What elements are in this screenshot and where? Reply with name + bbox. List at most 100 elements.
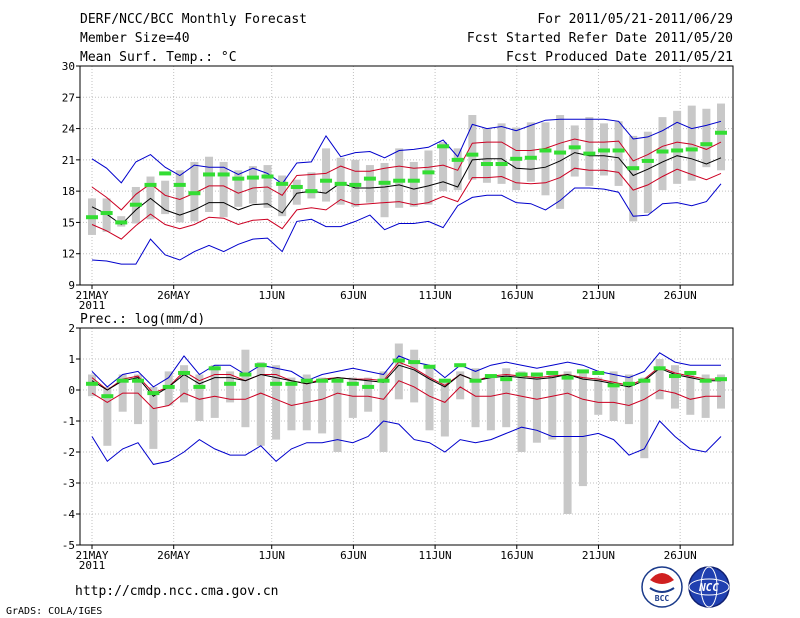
temp-observed-marker <box>159 171 172 176</box>
prec-plot-frame <box>79 327 734 546</box>
prec-observed-marker <box>454 363 467 368</box>
prec-observed-marker <box>178 370 191 375</box>
temp-spread-box <box>687 105 696 181</box>
prec-xtick-label: 21MAY <box>75 549 108 562</box>
prec-spread-box <box>486 374 495 431</box>
temp-spread-box <box>336 157 345 205</box>
temp-observed-marker <box>495 162 508 167</box>
temp-spread-box <box>380 162 389 218</box>
temp-observed-marker <box>480 162 493 167</box>
prec-observed-marker <box>576 369 589 374</box>
temp-observed-marker <box>685 147 698 152</box>
prec-spread-box <box>502 368 511 428</box>
temp-xtick-label: 26JUN <box>664 289 697 302</box>
temp-ytick-label: 9 <box>68 279 75 292</box>
prec-xtick-label: 21JUN <box>582 549 615 562</box>
temp-spread-box <box>248 166 257 204</box>
temp-spread-box <box>263 165 272 208</box>
prec-observed-marker <box>300 378 313 383</box>
prec-observed-marker <box>239 372 252 377</box>
temp-xtick-year: 2011 <box>79 299 106 312</box>
prec-ytick-label: 2 <box>68 322 75 335</box>
variable-label: Mean Surf. Temp.: °C <box>80 50 237 65</box>
prec-spread-box <box>333 380 342 452</box>
temp-observed-marker <box>700 142 713 147</box>
temp-observed-marker <box>568 145 581 150</box>
prec-observed-marker <box>193 384 206 389</box>
prec-spread-box <box>624 374 633 425</box>
temp-observed-marker <box>466 152 479 157</box>
temp-observed-marker <box>597 148 610 153</box>
prec-observed-marker <box>362 384 375 389</box>
prec-spread-box <box>456 371 465 400</box>
grads-credit: GrADS: COLA/IGES <box>6 606 102 617</box>
temp-observed-marker <box>656 149 669 154</box>
prec-upper-spread-line <box>91 361 721 394</box>
prec-observed-marker <box>668 374 681 379</box>
source-url[interactable]: http://cmdp.ncc.cma.gov.cn <box>75 584 279 599</box>
prec-spread-box <box>532 374 541 443</box>
temp-observed-marker <box>554 150 567 155</box>
prec-xtick-label: 6JUN <box>340 549 367 562</box>
temp-spread-box <box>205 156 214 212</box>
temp-spread-box <box>102 198 111 232</box>
prec-spread-box <box>563 371 572 514</box>
prec-lower-envelope-line <box>91 420 722 465</box>
prec-observed-marker <box>684 370 697 375</box>
prec-spread-box <box>195 374 204 421</box>
temp-observed-marker <box>510 156 523 161</box>
temp-observed-marker <box>539 148 552 153</box>
temp-upper-envelope-line <box>91 118 722 185</box>
temp-ytick-label: 18 <box>62 185 75 198</box>
ncc-logo-text: NCC <box>698 581 719 594</box>
temp-spread-box <box>234 170 243 207</box>
prec-spread-box <box>471 368 480 428</box>
temp-spread-box <box>643 131 652 214</box>
temp-observed-marker <box>246 175 259 180</box>
temp-spread-box <box>614 121 623 186</box>
prec-ytick-label: -4 <box>62 508 76 521</box>
prec-observed-marker <box>592 370 605 375</box>
prec-observed-marker <box>546 370 559 375</box>
prec-observed-marker <box>147 391 160 396</box>
prec-xtick-label: 1JUN <box>258 549 285 562</box>
temp-spread-box <box>424 150 433 205</box>
prec-observed-marker <box>607 383 620 388</box>
prec-ytick-label: -5 <box>62 539 75 552</box>
temp-observed-marker <box>115 220 128 225</box>
prec-observed-marker <box>561 375 574 380</box>
prec-ytick-label: -2 <box>62 446 75 459</box>
temp-observed-marker <box>334 181 347 186</box>
temp-spread-box <box>526 122 535 182</box>
prec-spread-box <box>318 377 327 434</box>
prec-observed-marker <box>316 378 329 383</box>
temp-spread-box <box>556 115 565 209</box>
temp-lower-spread-line <box>91 167 722 240</box>
temp-observed-marker <box>378 180 391 185</box>
temp-spread-box <box>658 117 667 191</box>
prec-spread-box <box>686 371 695 415</box>
prec-spread-box <box>256 362 265 446</box>
temp-spread-box <box>702 108 711 168</box>
forecast-produced-date: Fcst Produced Date 2011/05/21 <box>506 50 733 65</box>
prec-observed-marker <box>101 394 114 399</box>
temp-ytick-label: 12 <box>62 248 75 261</box>
prec-spread-box <box>440 380 449 437</box>
temp-spread-box <box>629 135 638 222</box>
temp-spread-box <box>307 172 316 199</box>
temp-spread-box <box>673 110 682 184</box>
figure-title: DERF/NCC/BCC Monthly Forecast <box>80 12 307 27</box>
prec-spread-box <box>655 359 664 400</box>
prec-observed-marker <box>715 377 727 382</box>
temp-ensemble-mean-line <box>91 152 722 226</box>
temp-spread-box <box>439 142 448 192</box>
prec-observed-marker <box>162 384 175 389</box>
prec-spread-box <box>103 386 112 446</box>
prec-spread-box <box>210 365 219 418</box>
prec-observed-marker <box>254 363 267 368</box>
temp-ytick-label: 21 <box>62 154 75 167</box>
temp-xtick-label: 1JUN <box>258 289 285 302</box>
prec-observed-marker <box>331 378 344 383</box>
